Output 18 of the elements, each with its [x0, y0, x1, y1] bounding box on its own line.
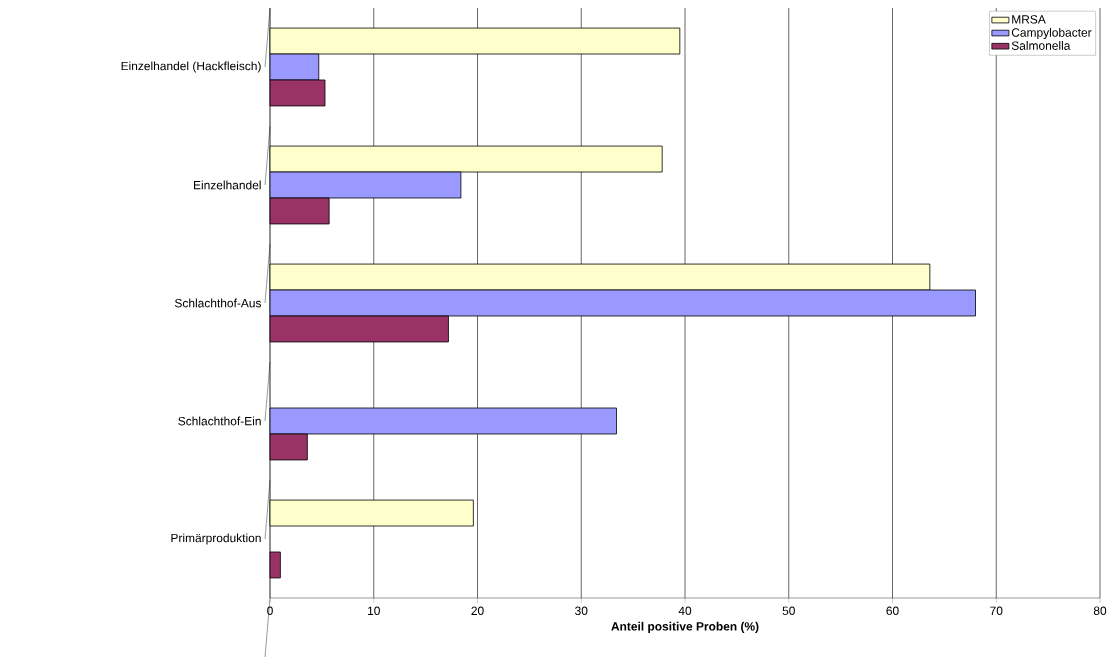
y-tick-label: Schlachthof-Ein	[178, 416, 261, 426]
y-tick-label: Primärproduktion	[171, 533, 261, 545]
x-tick-label: 60	[886, 606, 899, 615]
y-tick-label: Schlachthof-Aus	[174, 298, 262, 308]
x-tick-label: 40	[678, 606, 692, 615]
x-tick-label: 30	[575, 606, 588, 615]
x-axis-title: Anteil positive Proben (%)	[611, 621, 759, 633]
x-tick-label: 80	[1093, 606, 1107, 615]
legend-label: Campylobacter	[1011, 27, 1092, 40]
y-tick-label: Einzelhandel	[194, 180, 261, 190]
x-tick-label: 50	[782, 606, 795, 615]
x-tick-label: 20	[471, 606, 484, 615]
x-tick-label: 10	[368, 606, 380, 615]
y-tick-label: Einzelhandel (Hackfleisch)	[121, 61, 261, 73]
x-tick-label: 0	[267, 606, 273, 615]
legend-label: MRSA	[1012, 15, 1046, 24]
x-tick-label: 70	[990, 606, 1003, 615]
legend-label: Salmonella	[1011, 41, 1071, 50]
